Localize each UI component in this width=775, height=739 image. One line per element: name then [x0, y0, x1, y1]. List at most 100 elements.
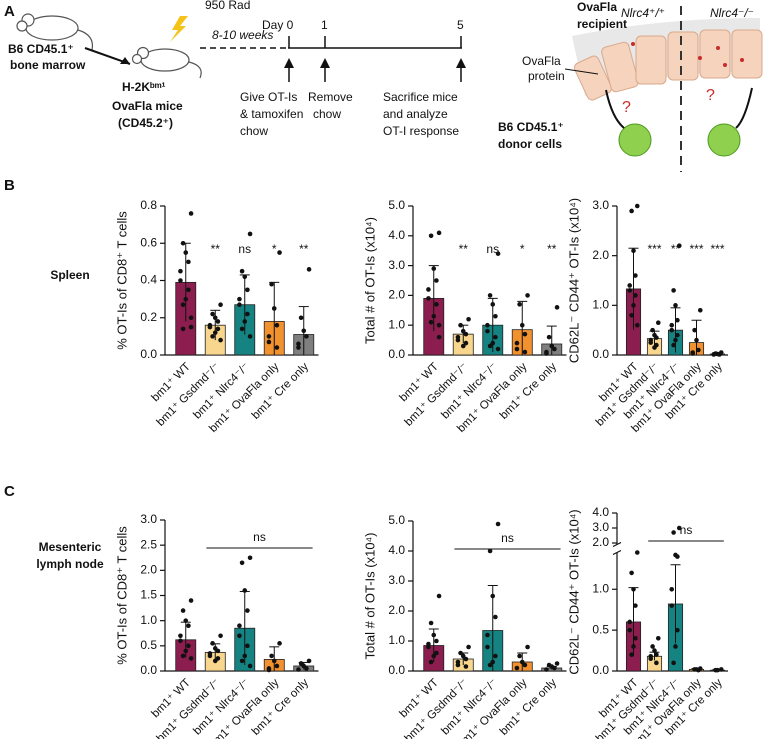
data-point	[717, 352, 722, 357]
y-axis-title: CD62L⁻ CD44⁺ OT-Is (x10⁴)	[566, 198, 581, 363]
data-point	[277, 641, 282, 646]
data-point	[631, 644, 636, 649]
y-tick-label: 1.5	[140, 588, 157, 602]
data-point	[207, 653, 213, 659]
data-point	[629, 570, 634, 576]
data-point	[455, 337, 461, 343]
data-point	[634, 550, 640, 555]
day-label: Day 0	[262, 18, 294, 32]
data-point	[485, 322, 490, 328]
data-point	[183, 648, 189, 654]
data-point	[631, 248, 636, 253]
step-label: Give OT-Is	[240, 90, 297, 104]
y-tick-label: 0.5	[592, 622, 609, 636]
data-point	[212, 315, 218, 321]
step-label: OT-I response	[383, 124, 459, 138]
data-point	[237, 296, 242, 302]
y-axis-title: Total # of OT-Is (x10⁴)	[362, 217, 377, 344]
data-point	[525, 293, 530, 298]
data-point	[633, 293, 638, 298]
axis-break	[612, 549, 622, 556]
data-point	[463, 340, 469, 346]
data-point	[460, 653, 466, 659]
y-tick-label: 2.0	[140, 563, 157, 577]
data-point	[676, 243, 682, 249]
data-point	[654, 660, 659, 666]
data-point	[673, 303, 678, 308]
y-tick-label: 0.6	[140, 235, 157, 249]
data-point	[183, 618, 189, 623]
data-point	[210, 334, 215, 339]
data-point	[676, 525, 682, 531]
data-point	[298, 315, 304, 321]
data-point	[463, 664, 469, 669]
data-point	[493, 313, 498, 319]
data-point	[239, 560, 245, 566]
recipient-label: (CD45.2⁺)	[118, 116, 173, 130]
data-point	[696, 667, 701, 673]
data-point	[648, 340, 654, 345]
data-point	[277, 250, 282, 255]
epithelium	[572, 18, 763, 101]
data-point	[522, 662, 528, 668]
data-point	[188, 211, 194, 216]
data-point	[671, 288, 676, 293]
data-point	[458, 322, 463, 328]
data-point	[269, 653, 274, 659]
data-point	[242, 653, 248, 659]
data-point	[487, 662, 493, 668]
data-point	[627, 283, 633, 288]
data-point	[186, 643, 191, 649]
data-point	[655, 636, 661, 641]
data-point	[490, 593, 496, 599]
data-point	[671, 342, 676, 348]
y-tick-label: 3.0	[388, 573, 405, 587]
data-point	[186, 259, 191, 265]
data-point	[495, 251, 501, 256]
schematic-label: recipient	[577, 17, 627, 31]
row-label: lymph node	[36, 557, 104, 571]
y-tick-label: 1.0	[592, 581, 609, 595]
data-point	[431, 266, 437, 271]
data-point	[436, 230, 442, 236]
y-tick-label: 3.0	[592, 520, 609, 534]
data-point	[215, 319, 221, 324]
data-point	[212, 658, 218, 664]
data-point	[514, 346, 520, 352]
data-point	[183, 250, 189, 255]
data-point	[460, 343, 466, 349]
data-point	[669, 586, 675, 592]
data-point	[426, 287, 431, 292]
data-point	[554, 661, 560, 666]
data-point	[514, 665, 520, 671]
data-point	[212, 330, 218, 335]
data-point	[487, 548, 493, 554]
y-tick-label: 5.0	[388, 513, 405, 527]
data-point	[304, 666, 309, 671]
significance: *	[520, 242, 525, 256]
data-point	[463, 331, 469, 337]
data-point	[301, 328, 307, 334]
data-point	[245, 608, 250, 613]
data-point	[690, 351, 696, 356]
data-point	[296, 667, 301, 672]
data-point	[697, 308, 703, 313]
data-point	[426, 296, 431, 301]
data-point	[436, 334, 442, 340]
donor-cells-label: B6 CD45.1⁺	[498, 120, 564, 134]
data-point	[274, 345, 280, 350]
data-point	[183, 296, 189, 302]
data-point	[718, 667, 724, 672]
data-point	[239, 326, 245, 332]
data-point	[522, 331, 528, 337]
data-point	[218, 337, 223, 343]
data-point	[633, 603, 638, 608]
data-point	[633, 636, 638, 641]
data-point	[247, 555, 253, 561]
data-point	[487, 343, 493, 349]
y-tick-label: 2.0	[592, 535, 609, 549]
data-point	[627, 288, 633, 293]
data-point	[696, 347, 701, 353]
data-point	[514, 340, 520, 346]
